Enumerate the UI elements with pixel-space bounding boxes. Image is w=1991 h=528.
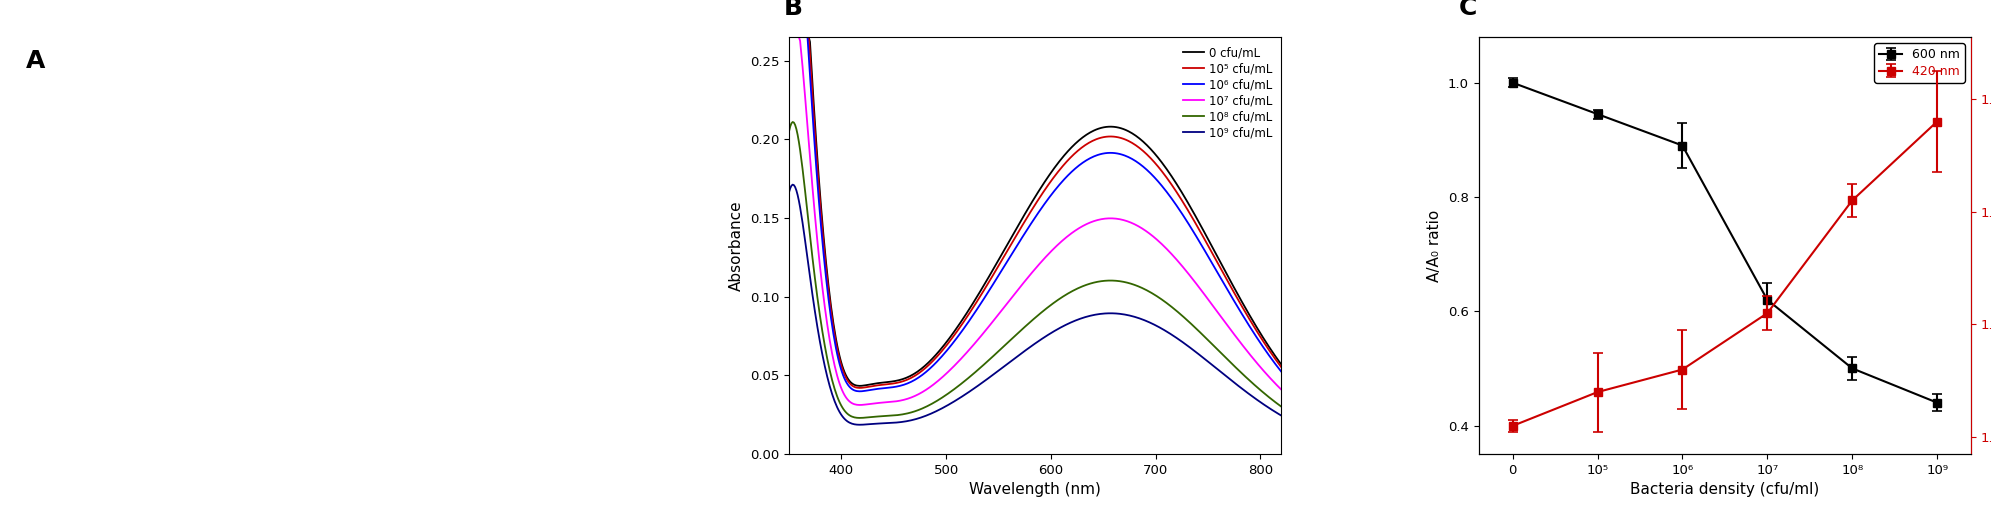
0 cfu/mL <box>974 280 997 286</box>
10⁵ cfu/mL <box>848 385 872 391</box>
10⁵ cfu/mL <box>836 379 860 385</box>
10⁸ cfu/mL <box>1270 403 1294 410</box>
10⁹ cfu/mL <box>848 421 872 428</box>
10⁷ cfu/mL <box>1137 229 1161 235</box>
10⁶ cfu/mL <box>848 388 872 394</box>
Line: 10⁸ cfu/mL: 10⁸ cfu/mL <box>788 122 1282 418</box>
10⁷ cfu/mL <box>836 397 860 403</box>
Text: A: A <box>26 50 46 73</box>
10⁶ cfu/mL <box>1087 151 1111 157</box>
10⁶ cfu/mL <box>1270 369 1294 375</box>
10⁶ cfu/mL <box>938 343 962 349</box>
Y-axis label: Absorbance: Absorbance <box>729 200 745 291</box>
10⁹ cfu/mL <box>1137 319 1161 325</box>
X-axis label: Wavelength (nm): Wavelength (nm) <box>970 483 1101 497</box>
10⁶ cfu/mL <box>974 294 997 300</box>
10⁹ cfu/mL <box>940 400 964 406</box>
10⁶ cfu/mL <box>776 34 800 40</box>
10⁵ cfu/mL <box>1270 364 1294 371</box>
0 cfu/mL <box>1270 362 1294 368</box>
0 cfu/mL <box>1087 125 1111 131</box>
10⁹ cfu/mL <box>1135 318 1159 324</box>
10⁸ cfu/mL <box>848 415 872 421</box>
0 cfu/mL <box>1137 143 1161 149</box>
10⁵ cfu/mL <box>938 337 962 343</box>
10⁶ cfu/mL <box>1137 168 1161 174</box>
10⁷ cfu/mL <box>974 328 997 334</box>
10⁸ cfu/mL <box>780 119 804 125</box>
10⁷ cfu/mL <box>938 366 962 373</box>
10⁷ cfu/mL <box>776 34 800 40</box>
X-axis label: Bacteria density (cfu/ml): Bacteria density (cfu/ml) <box>1631 483 1820 497</box>
10⁷ cfu/mL <box>848 402 872 408</box>
0 cfu/mL <box>836 376 860 382</box>
10⁹ cfu/mL <box>776 189 800 195</box>
Line: 10⁶ cfu/mL: 10⁶ cfu/mL <box>788 37 1282 391</box>
10⁸ cfu/mL <box>1137 288 1161 295</box>
Y-axis label: A/A₀ ratio: A/A₀ ratio <box>1428 210 1441 281</box>
10⁶ cfu/mL <box>836 382 860 389</box>
0 cfu/mL <box>1133 141 1157 147</box>
Line: 10⁵ cfu/mL: 10⁵ cfu/mL <box>788 37 1282 388</box>
10⁷ cfu/mL <box>1087 216 1111 223</box>
10⁵ cfu/mL <box>1087 135 1111 141</box>
10⁵ cfu/mL <box>974 285 997 291</box>
0 cfu/mL <box>848 383 872 389</box>
10⁷ cfu/mL <box>1270 386 1294 393</box>
10⁵ cfu/mL <box>776 34 800 40</box>
10⁷ cfu/mL <box>1133 228 1157 234</box>
10⁸ cfu/mL <box>974 359 997 365</box>
0 cfu/mL <box>776 34 800 40</box>
Legend: 600 nm, 420 nm: 600 nm, 420 nm <box>1874 43 1965 83</box>
Text: C: C <box>1459 0 1477 20</box>
Line: 0 cfu/mL: 0 cfu/mL <box>788 37 1282 386</box>
Text: B: B <box>784 0 802 20</box>
10⁶ cfu/mL <box>1133 166 1157 172</box>
0 cfu/mL <box>938 333 962 340</box>
10⁵ cfu/mL <box>1133 150 1157 156</box>
10⁹ cfu/mL <box>780 182 804 188</box>
10⁸ cfu/mL <box>940 388 964 394</box>
10⁹ cfu/mL <box>838 419 862 426</box>
Line: 10⁹ cfu/mL: 10⁹ cfu/mL <box>788 185 1282 425</box>
10⁹ cfu/mL <box>1089 310 1113 317</box>
Line: 10⁷ cfu/mL: 10⁷ cfu/mL <box>788 37 1282 405</box>
Legend: 0 cfu/mL, 10⁵ cfu/mL, 10⁶ cfu/mL, 10⁷ cfu/mL, 10⁸ cfu/mL, 10⁹ cfu/mL: 0 cfu/mL, 10⁵ cfu/mL, 10⁶ cfu/mL, 10⁷ cf… <box>1179 43 1276 143</box>
10⁸ cfu/mL <box>1135 287 1159 294</box>
10⁹ cfu/mL <box>1270 412 1294 419</box>
10⁵ cfu/mL <box>1137 153 1161 159</box>
10⁸ cfu/mL <box>838 412 862 419</box>
10⁸ cfu/mL <box>776 128 800 135</box>
10⁹ cfu/mL <box>974 376 997 383</box>
10⁸ cfu/mL <box>1089 278 1113 285</box>
